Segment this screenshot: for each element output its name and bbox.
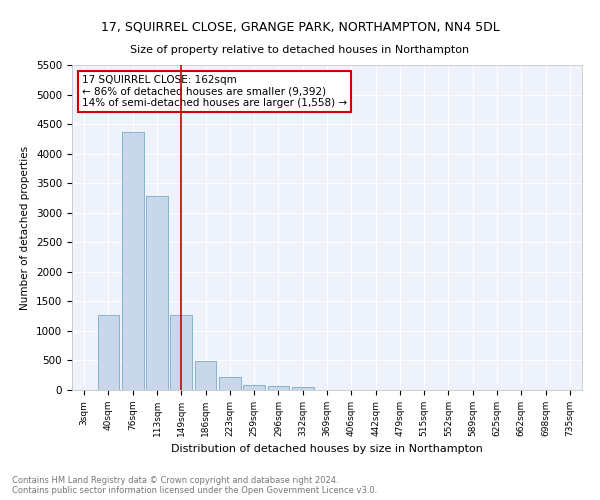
Text: 17, SQUIRREL CLOSE, GRANGE PARK, NORTHAMPTON, NN4 5DL: 17, SQUIRREL CLOSE, GRANGE PARK, NORTHAM… [101, 20, 499, 33]
Bar [292, 387, 314, 390]
Bar [268, 386, 289, 390]
Text: Contains HM Land Registry data © Crown copyright and database right 2024.
Contai: Contains HM Land Registry data © Crown c… [12, 476, 377, 495]
Bar [170, 315, 192, 390]
X-axis label: Distribution of detached houses by size in Northampton: Distribution of detached houses by size … [171, 444, 483, 454]
Bar [97, 315, 119, 390]
Bar [219, 377, 241, 390]
Text: 17 SQUIRREL CLOSE: 162sqm
← 86% of detached houses are smaller (9,392)
14% of se: 17 SQUIRREL CLOSE: 162sqm ← 86% of detac… [82, 74, 347, 108]
Bar [122, 132, 143, 390]
Y-axis label: Number of detached properties: Number of detached properties [20, 146, 31, 310]
Bar [243, 384, 265, 390]
Text: Size of property relative to detached houses in Northampton: Size of property relative to detached ho… [130, 45, 470, 55]
Bar [194, 361, 217, 390]
Bar [146, 196, 168, 390]
